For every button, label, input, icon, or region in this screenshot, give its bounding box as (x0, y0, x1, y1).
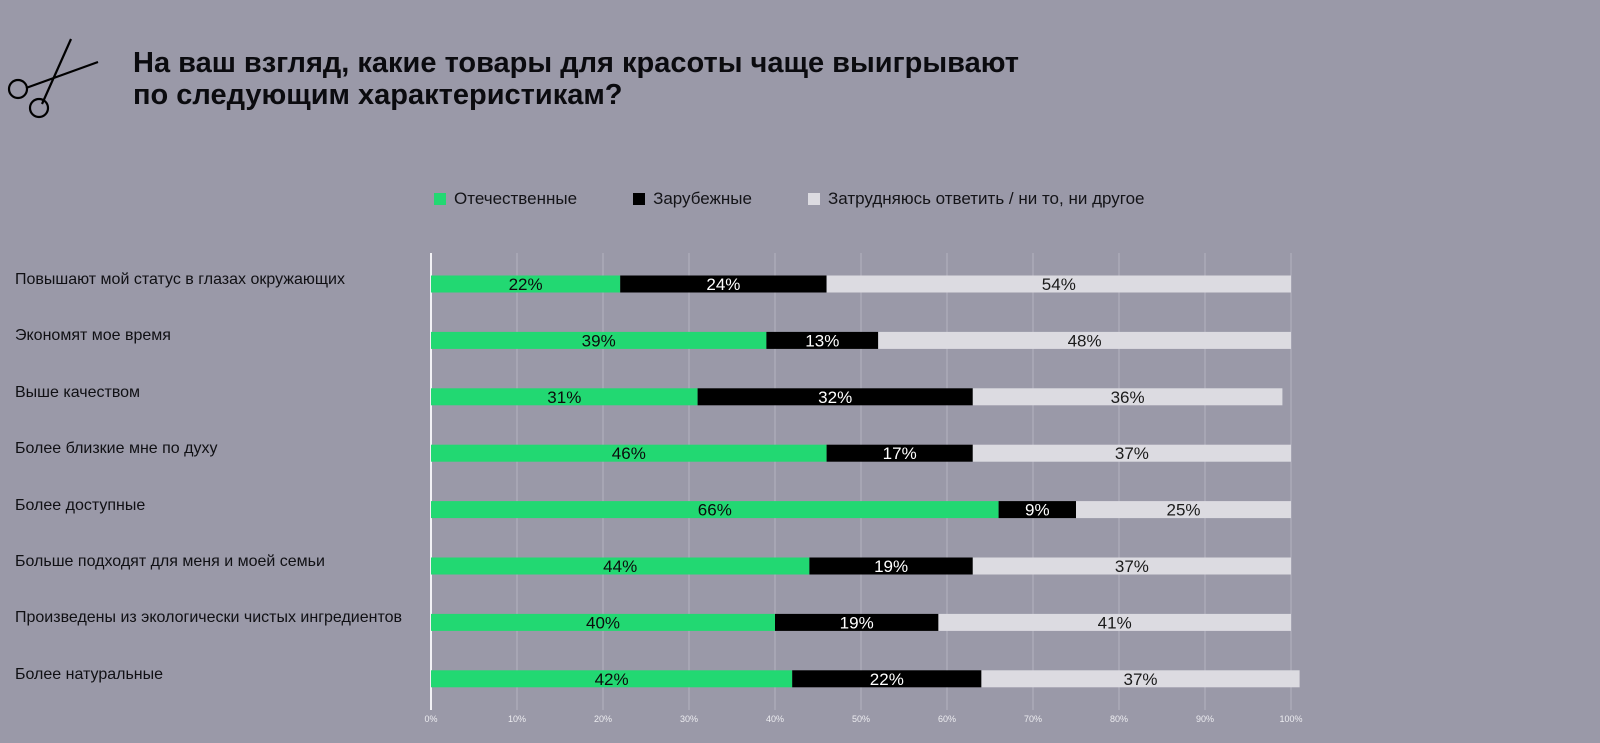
bar-segment (1076, 501, 1291, 519)
bar-segment (972, 388, 1283, 406)
bar-segment (431, 670, 793, 688)
bar-segment (431, 613, 775, 631)
data-label: 19% (874, 557, 908, 576)
data-label: 19% (840, 613, 874, 632)
data-label: 36% (1111, 388, 1145, 407)
bar-segment (431, 501, 999, 519)
data-label: 17% (883, 444, 917, 463)
category-label: Более доступные (15, 496, 146, 514)
data-label: 9% (1025, 501, 1050, 520)
data-label: 32% (818, 388, 852, 407)
x-tick-label: 70% (1024, 714, 1042, 724)
data-label: 66% (698, 501, 732, 520)
data-label: 22% (870, 670, 904, 689)
bar-segment (826, 275, 1291, 293)
data-label: 44% (603, 557, 637, 576)
bar-segment (938, 613, 1291, 631)
x-tick-label: 60% (938, 714, 956, 724)
bar-segment (431, 557, 810, 575)
data-label: 48% (1068, 331, 1102, 350)
legend-item-domestic: Отечественные (434, 189, 577, 209)
data-label: 37% (1115, 557, 1149, 576)
data-label: 41% (1098, 613, 1132, 632)
category-label: Более натуральные (15, 665, 164, 683)
data-label: 25% (1166, 501, 1200, 520)
data-label: 37% (1123, 670, 1157, 689)
data-label: 24% (706, 275, 740, 294)
legend-label-domestic: Отечественные (454, 189, 578, 208)
data-label: 37% (1115, 444, 1149, 463)
legend-label-foreign: Зарубежные (653, 189, 752, 208)
bar-segment (431, 388, 698, 406)
bar-segment (766, 331, 879, 349)
bar-segment (431, 444, 827, 462)
x-tick-label: 40% (766, 714, 784, 724)
bar-segment (620, 275, 827, 293)
bar-segment (981, 670, 1300, 688)
x-tick-label: 30% (680, 714, 698, 724)
bar-segment (809, 557, 973, 575)
category-label: Произведены из экологически чистых ингре… (15, 609, 403, 627)
bar-segment (431, 275, 621, 293)
legend-swatch-foreign (633, 193, 646, 205)
data-label: 54% (1042, 275, 1076, 294)
bar-segment (998, 501, 1076, 519)
data-label: 42% (595, 670, 629, 689)
x-tick-label: 100% (1279, 714, 1302, 724)
legend-swatch-domestic (434, 193, 446, 205)
bar-segment (972, 444, 1291, 462)
x-tick-label: 90% (1196, 714, 1214, 724)
scissors-icon (7, 38, 99, 119)
x-tick-label: 10% (508, 714, 526, 724)
title-line-1: На ваш взгляд, какие товары для красоты … (133, 47, 1019, 79)
bar-segment (697, 388, 973, 406)
category-label: Больше подходят для меня и моей семьи (15, 553, 325, 570)
legend-swatch-undecided (807, 193, 820, 205)
x-tick-label: 0% (424, 714, 437, 724)
category-label: Выше качеством (15, 383, 141, 401)
data-label: 46% (612, 444, 646, 463)
data-label: 22% (509, 275, 543, 294)
bar-segment (878, 331, 1291, 349)
data-label: 31% (547, 388, 581, 407)
bar-segment (826, 444, 973, 462)
data-label: 13% (805, 331, 839, 350)
title-line-2: по следующим характеристикам? (133, 79, 623, 111)
bar-segment (775, 613, 939, 631)
category-label: Экономят мое время (15, 327, 171, 345)
bar-segment (972, 557, 1291, 575)
chart-title: На ваш взгляд, какие товары для красоты … (133, 47, 1019, 111)
category-label: Более близкие мне по духу (15, 440, 218, 458)
data-label: 40% (586, 613, 620, 632)
legend: Отечественные Зарубежные Затрудняюсь отв… (434, 188, 1201, 210)
bar-segment (431, 331, 767, 349)
legend-label-undecided: Затрудняюсь ответить / ни то, ни другое (827, 189, 1145, 208)
data-label: 39% (582, 331, 616, 350)
legend-item-foreign: Зарубежные (633, 189, 752, 209)
x-tick-label: 20% (594, 714, 612, 724)
bar-segment (792, 670, 982, 688)
x-tick-label: 50% (852, 714, 870, 724)
legend-item-undecided: Затрудняюсь ответить / ни то, ни другое (807, 189, 1145, 209)
x-tick-label: 80% (1110, 714, 1128, 724)
category-label: Повышают мой статус в глазах окружающих (15, 271, 345, 288)
